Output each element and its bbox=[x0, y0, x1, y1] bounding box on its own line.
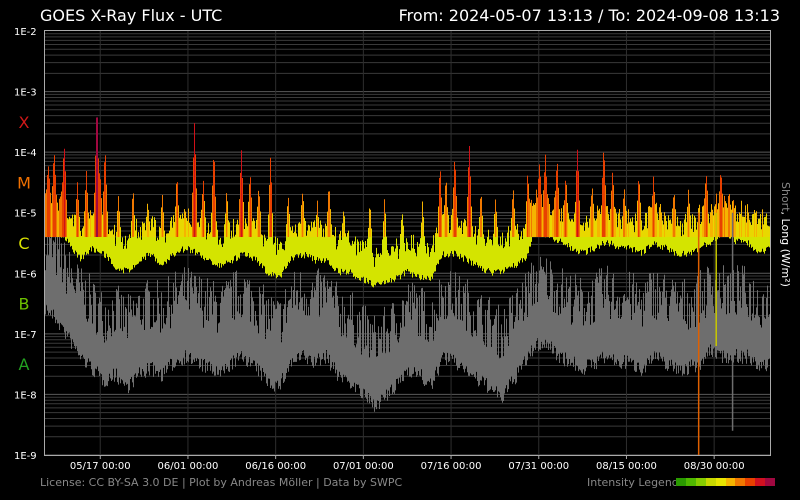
x-tick-label: 06/16 00:00 bbox=[245, 461, 306, 472]
x-tick-label: 08/30 00:00 bbox=[684, 461, 745, 472]
intensity-legend-swatch bbox=[755, 478, 766, 486]
y-tick-label: 1E-6 bbox=[14, 269, 37, 280]
flare-class-A: A bbox=[19, 355, 30, 374]
y-axis-title: Short, Long (W/m²) bbox=[779, 182, 792, 287]
intensity-legend-swatch bbox=[765, 478, 776, 486]
x-tick-label: 07/31 00:00 bbox=[508, 461, 569, 472]
intensity-legend-swatch bbox=[715, 478, 726, 486]
y-tick-label: 1E-4 bbox=[14, 148, 37, 159]
y-axis-title-short: Short bbox=[779, 182, 792, 212]
y-tick-label: 1E-7 bbox=[14, 330, 37, 341]
credits: License: CC BY-SA 3.0 DE | Plot by Andre… bbox=[40, 476, 403, 489]
y-axis-title-long: , Long (W/m²) bbox=[779, 212, 792, 287]
intensity-legend-swatch bbox=[725, 478, 736, 486]
x-tick-label: 05/17 00:00 bbox=[70, 461, 131, 472]
intensity-legend-swatch bbox=[685, 478, 696, 486]
y-tick-label: 1E-8 bbox=[14, 390, 37, 401]
y-tick-labels: 1E-2 1E-3 1E-4 1E-5 1E-6 1E-7 1E-8 1E-9 bbox=[14, 27, 37, 462]
y-tick-label: 1E-9 bbox=[14, 451, 37, 462]
flare-class-B: B bbox=[19, 295, 30, 314]
flare-class-X: X bbox=[19, 113, 30, 132]
intensity-legend-swatch bbox=[745, 478, 756, 486]
x-tick-label: 07/01 00:00 bbox=[333, 461, 394, 472]
date-range: From: 2024-05-07 13:13 / To: 2024-09-08 … bbox=[398, 6, 780, 25]
plot-frame bbox=[44, 30, 771, 456]
y-tick-label: 1E-2 bbox=[14, 27, 37, 38]
y-axis-label: Short, Long (W/m²) bbox=[779, 182, 792, 287]
series-short bbox=[45, 230, 770, 412]
flare-class-M: M bbox=[17, 173, 31, 192]
x-tick-label: 08/15 00:00 bbox=[596, 461, 657, 472]
plot-border bbox=[44, 30, 771, 456]
y-tick-label: 1E-5 bbox=[14, 209, 37, 220]
intensity-legend-swatch bbox=[705, 478, 716, 486]
series-long bbox=[45, 117, 770, 455]
x-tick-label: 07/16 00:00 bbox=[421, 461, 482, 472]
intensity-legend-swatch bbox=[676, 478, 686, 486]
intensity-legend-swatch bbox=[695, 478, 706, 486]
intensity-legend-swatch bbox=[735, 478, 746, 486]
x-tick-labels: 05/17 00:00 06/01 00:00 06/16 00:00 07/01 0… bbox=[70, 455, 745, 472]
flare-class-labels: X M C B A bbox=[17, 113, 31, 374]
y-tick-label: 1E-3 bbox=[14, 88, 37, 99]
chart-title: GOES X-Ray Flux - UTC bbox=[40, 6, 223, 25]
intensity-legend bbox=[676, 478, 776, 486]
x-tick-label: 06/01 00:00 bbox=[158, 461, 219, 472]
intensity-legend-label: Intensity Legend bbox=[587, 476, 679, 489]
flare-class-C: C bbox=[18, 234, 29, 253]
